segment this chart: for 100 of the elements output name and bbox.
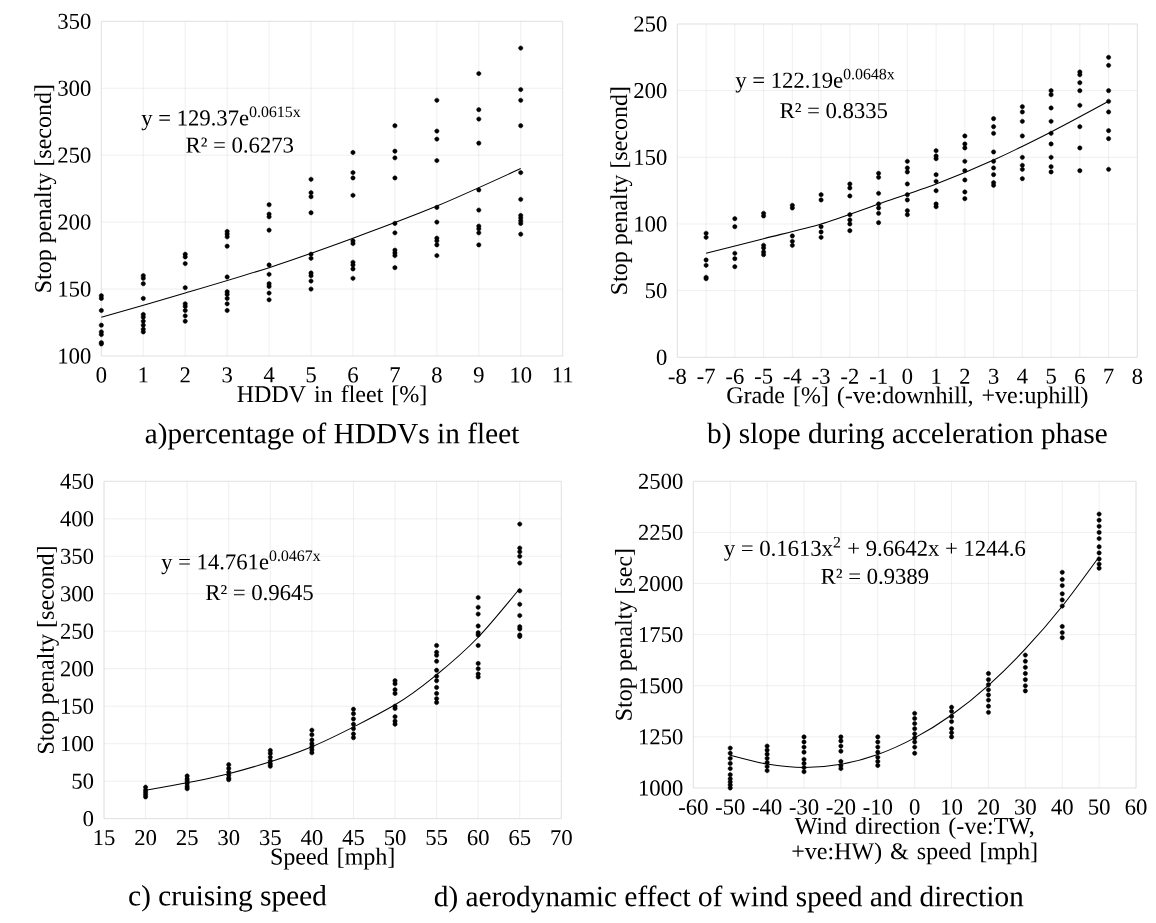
x-tick-label: 30 (218, 830, 240, 846)
x-tick-label: 65 (509, 830, 531, 846)
x-axis-title: Speed [mph] (271, 847, 394, 870)
x-tick-label: 45 (342, 830, 364, 846)
x-tick-label: 1 (932, 368, 941, 384)
y-tick-label: 150 (61, 698, 94, 715)
x-tick-label: 8 (1132, 368, 1143, 385)
line-series (100, 168, 522, 318)
x-tick-label: -60 (679, 799, 708, 815)
y-tick-label: 200 (58, 214, 91, 230)
y-tick-label: 0 (83, 811, 94, 827)
x-tick-label: 35 (260, 830, 281, 846)
y-tick-label: 50 (72, 773, 94, 789)
x-tick-label: 4 (263, 367, 275, 383)
text: b) slope during acceleration phase (706, 422, 1107, 450)
x-tick-label: 30 (1015, 799, 1036, 815)
x-tick-label: -7 (697, 368, 715, 384)
annotation: R² = 0.9389 (821, 568, 929, 585)
x-tick-label: 2 (960, 368, 970, 384)
y-tick-label: 250 (58, 147, 91, 164)
x-axis-title: Wind direction (-ve:TW, +ve:HW) & speed [mph] (792, 817, 1037, 865)
y-axis-title: Stop penalty [second] (34, 85, 57, 292)
x-tick-label: 5 (1046, 368, 1056, 384)
x-tick-label: 0 (909, 799, 920, 815)
x-tick-label: -6 (726, 368, 744, 385)
x-tick-label: 7 (390, 367, 400, 383)
annotation: y = 0.1613x$^{2}$ + 9.6642x + 1244.6 (724, 537, 1026, 561)
x-tick-label: 10 (942, 799, 963, 815)
y-tick-label: 100 (59, 348, 91, 364)
annotation: y = 129.37e$^{0.0615x}$ (141, 106, 301, 131)
x-tick-label: 8 (432, 367, 442, 383)
y-tick-label: 2000 (638, 576, 683, 592)
x-axis-title: Grade [%] (-ve:downhill, +ve:uphill) (727, 386, 1088, 409)
annotation: y = 14.761e$^{0.0467x}$ (161, 550, 321, 575)
y-tick-label: 300 (61, 586, 94, 602)
y-tick-label: 450 (60, 473, 94, 490)
x-tick-label: 40 (1051, 799, 1073, 815)
x-tick-label: -1 (869, 368, 887, 384)
x-tick-label: 3 (989, 368, 999, 385)
y-tick-label: 0 (656, 349, 667, 366)
x-tick-label: -50 (715, 799, 745, 815)
x-tick-label: 55 (426, 830, 448, 846)
x-tick-label: 4 (1017, 368, 1028, 384)
y-tick-label: 350 (58, 13, 91, 30)
x-tick-label: 0 (902, 368, 913, 385)
x-tick-label: 10 (511, 367, 532, 383)
x-tick-label: 6 (348, 367, 358, 383)
x-tick-label: 60 (1125, 799, 1147, 815)
x-tick-label: 60 (467, 830, 489, 846)
x-tick-label: 0 (96, 367, 107, 383)
x-tick-label: 50 (385, 830, 406, 846)
y-tick-label: 1500 (639, 678, 683, 694)
x-tick-label: 6 (1075, 368, 1085, 385)
y-axis-title: Stop penalty [second] (36, 547, 59, 754)
y-tick-label: 2250 (638, 524, 683, 541)
y-tick-label: 1250 (639, 729, 683, 745)
y-tick-label: 2500 (638, 473, 683, 490)
x-tick-label: -8 (668, 368, 686, 385)
text: a)percentage of HDDVs in fleet (145, 422, 520, 450)
x-tick-label: 15 (94, 830, 115, 846)
x-tick-label: 20 (978, 799, 999, 815)
x-tick-label: -5 (754, 368, 773, 384)
x-tick-label: 7 (1104, 368, 1114, 384)
y-axis-title: Stop penalty [sec] (614, 549, 637, 720)
x-tick-label: -2 (841, 368, 859, 384)
y-tick-label: 250 (634, 16, 667, 32)
text: c) cruising speed (129, 885, 327, 912)
x-tick-label: 11 (553, 367, 573, 383)
y-tick-label: 200 (60, 661, 94, 677)
y-tick-label: 100 (635, 216, 667, 232)
x-tick-label: -20 (826, 799, 856, 815)
x-axis-title: HDDV in fleet [%] (237, 385, 426, 406)
x-tick-label: -30 (789, 799, 819, 815)
x-tick-label: 2 (180, 367, 190, 383)
x-tick-label: 5 (306, 367, 316, 383)
y-tick-label: 150 (59, 281, 91, 297)
x-tick-label: 50 (1089, 799, 1110, 815)
x-tick-label: 70 (551, 830, 572, 846)
y-tick-label: 150 (635, 149, 667, 166)
x-tick-label: -4 (783, 368, 802, 384)
x-tick-label: 40 (300, 830, 323, 846)
y-tick-label: 1000 (639, 780, 683, 796)
text: d) aerodynamic effect of wind speed and direction (434, 885, 1024, 913)
y-tick-label: 200 (634, 83, 667, 99)
x-tick-label: -10 (863, 799, 893, 815)
x-tick-label: 25 (176, 830, 198, 846)
y-tick-label: 100 (61, 736, 94, 752)
x-tick-label: 3 (222, 367, 232, 383)
y-tick-label: 300 (58, 80, 91, 97)
x-tick-label: 9 (473, 367, 484, 383)
x-tick-label: 1 (139, 367, 148, 383)
x-tick-label: -40 (752, 799, 782, 815)
annotation: R² = 0.6273 (186, 137, 294, 154)
annotation: y = 122.19e$^{0.0648x}$ (735, 68, 895, 93)
y-tick-label: 250 (60, 623, 94, 640)
x-tick-label: 20 (135, 830, 157, 846)
y-tick-label: 350 (61, 548, 94, 565)
y-axis-title: Stop penalty [second] (610, 87, 633, 294)
y-tick-label: 400 (60, 511, 94, 527)
annotation: R² = 0.9645 (205, 585, 313, 601)
